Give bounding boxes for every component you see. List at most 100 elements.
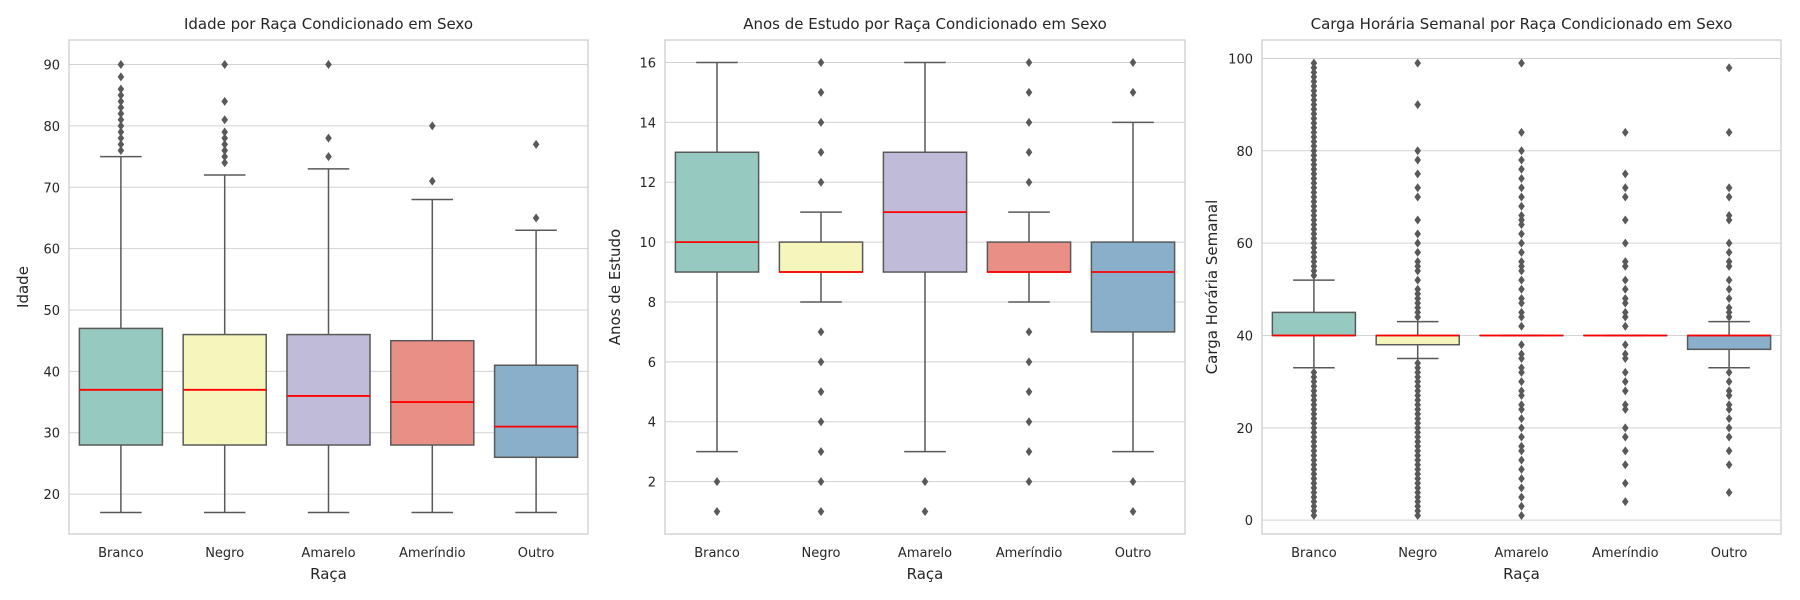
box-ameríndio <box>1583 127 1668 507</box>
y-tick-label: 20 <box>1236 422 1253 437</box>
outlier-point <box>1725 192 1733 202</box>
outlier-point <box>325 133 332 143</box>
outlier-point <box>1414 146 1421 156</box>
outlier-point <box>1518 483 1525 493</box>
outlier-point <box>1518 298 1525 308</box>
outlier-point <box>1414 266 1421 276</box>
outlier-point <box>1310 150 1318 160</box>
outlier-point <box>1414 294 1421 304</box>
y-axis-label: Anos de Estudo <box>606 229 624 345</box>
box-amarelo <box>1479 58 1564 521</box>
y-tick-label: 30 <box>43 427 60 442</box>
outlier-point <box>1518 247 1525 257</box>
x-tick-label: Amarelo <box>301 546 355 561</box>
outlier-point <box>1414 446 1421 456</box>
outlier-point <box>1129 507 1137 517</box>
outlier-point <box>1025 177 1033 187</box>
outlier-point <box>1310 220 1318 230</box>
outlier-point <box>1414 363 1421 373</box>
outlier-point <box>1414 460 1421 470</box>
x-tick-label: Branco <box>694 546 740 561</box>
outlier-point <box>1414 414 1421 424</box>
outlier-point <box>429 176 436 186</box>
outlier-point <box>817 87 825 97</box>
box-amarelo <box>286 60 371 514</box>
outlier-point <box>1518 312 1525 322</box>
outlier-point <box>1414 312 1421 322</box>
y-tick-label: 40 <box>1236 329 1253 344</box>
outlier-point <box>817 357 825 367</box>
outlier-point <box>1310 423 1318 433</box>
outlier-point <box>1414 275 1421 285</box>
outlier-point <box>1310 501 1318 511</box>
y-tick-label: 70 <box>43 181 60 196</box>
outlier-point <box>1025 417 1033 427</box>
outlier-point <box>1414 155 1421 165</box>
outlier-point <box>1518 492 1525 502</box>
x-tick-label: Amarelo <box>1494 546 1548 561</box>
chart-panel-1: 20 30 40 50 60 70 80 90 Branco Negro Amarelo Amerín… <box>14 15 589 583</box>
box-outro <box>493 139 579 514</box>
outlier-point <box>1310 234 1318 244</box>
outlier-point <box>1414 483 1421 493</box>
box-iqr <box>986 241 1072 273</box>
outlier-point <box>1310 381 1318 391</box>
outlier-point <box>1725 303 1733 313</box>
outlier-point <box>1310 72 1318 82</box>
outlier-point <box>117 145 125 155</box>
outlier-point <box>325 60 332 70</box>
outlier-point <box>1725 307 1733 317</box>
outlier-point <box>1414 464 1421 474</box>
outlier-point <box>1622 367 1629 377</box>
outlier-point <box>117 84 125 94</box>
outlier-point <box>1310 464 1318 474</box>
outlier-point <box>1310 118 1318 128</box>
outlier-point <box>1414 418 1421 428</box>
outlier-point <box>1310 155 1318 165</box>
outlier-point <box>1310 404 1318 414</box>
chart-panel-2: 2 4 6 8 10 12 14 16 Branco Negro Amarelo Ameríndio O… <box>606 15 1186 583</box>
outlier-point <box>1725 257 1733 267</box>
outlier-point <box>921 507 929 517</box>
outlier-point <box>1310 169 1318 179</box>
outlier-point <box>1414 409 1421 419</box>
outlier-point <box>1622 386 1629 396</box>
outlier-point <box>1310 137 1318 147</box>
x-tick-label: Negro <box>205 546 244 561</box>
box-iqr <box>778 241 864 273</box>
outlier-point <box>1622 298 1629 308</box>
outlier-point <box>1310 224 1318 234</box>
outlier-point <box>1518 446 1525 456</box>
y-axis-label: Carga Horária Semanal <box>1203 200 1221 375</box>
box-negro <box>778 57 864 517</box>
outlier-point <box>1414 372 1421 382</box>
chart-title: Idade por Raça Condicionado em Sexo <box>184 15 473 33</box>
outlier-point <box>1414 511 1421 521</box>
outlier-point <box>1025 147 1033 157</box>
outlier-point <box>1310 257 1318 267</box>
outlier-point <box>817 327 825 337</box>
outlier-point <box>1310 174 1318 184</box>
outlier-point <box>817 507 825 517</box>
outlier-point <box>1622 349 1629 359</box>
y-tick-label: 10 <box>639 236 656 251</box>
outlier-point <box>1622 261 1629 271</box>
outlier-point <box>1310 266 1318 276</box>
outlier-point <box>1310 252 1318 262</box>
outlier-point <box>1129 87 1137 97</box>
outlier-point <box>1414 377 1421 387</box>
outlier-point <box>1414 261 1421 271</box>
outlier-point <box>1310 95 1318 105</box>
outlier-point <box>1310 506 1318 516</box>
y-tick-label: 50 <box>43 304 60 319</box>
x-axis-label: Raça <box>310 565 347 583</box>
box-iqr <box>78 327 164 446</box>
outlier-point <box>1414 284 1421 294</box>
x-tick-label: Branco <box>1291 546 1337 561</box>
outlier-point <box>1518 183 1525 193</box>
outlier-point <box>1414 423 1421 433</box>
box-iqr <box>1686 334 1772 351</box>
outlier-point <box>1518 192 1525 202</box>
outlier-point <box>1414 100 1421 110</box>
outlier-point <box>221 152 228 162</box>
